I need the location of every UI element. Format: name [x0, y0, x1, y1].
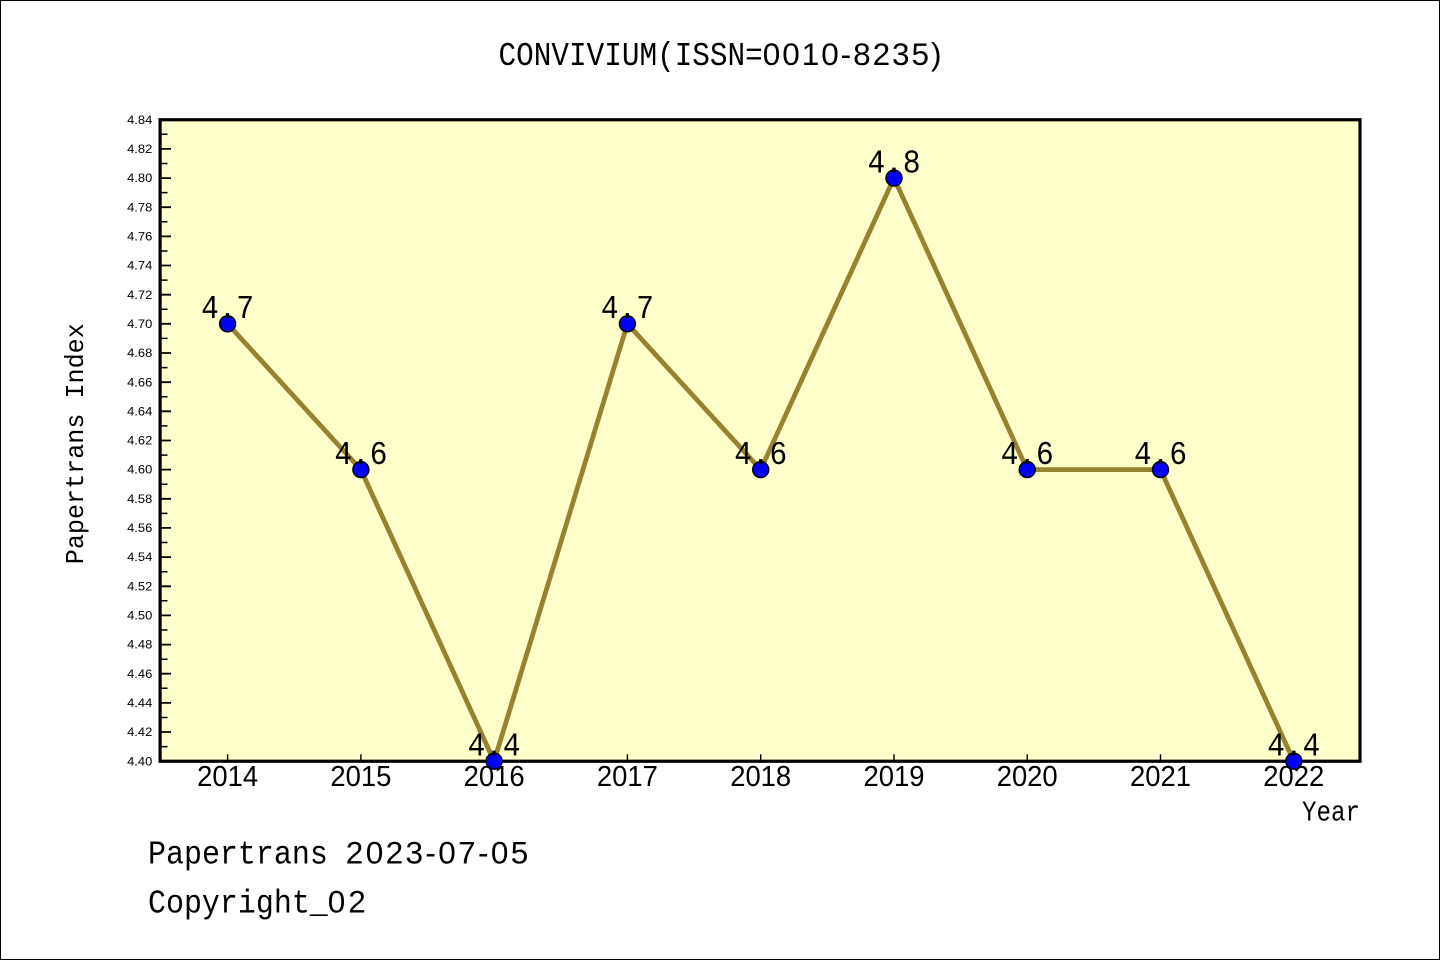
svg-text:4.8: 4.8 — [868, 145, 921, 182]
svg-text:4.56: 4.56 — [127, 522, 152, 535]
svg-text:4.40: 4.40 — [127, 755, 152, 768]
svg-text:Papertrans Index: Papertrans Index — [61, 323, 91, 564]
svg-text:2018: 2018 — [730, 761, 791, 793]
svg-text:4.7: 4.7 — [601, 291, 654, 328]
svg-text:4.46: 4.46 — [127, 668, 152, 681]
svg-text:CONVIVIUM(ISSN=: CONVIVIUM(ISSN= — [499, 38, 763, 75]
svg-text:4.64: 4.64 — [127, 405, 153, 418]
svg-text:4.50: 4.50 — [127, 610, 152, 623]
svg-text:Papertrans: Papertrans — [148, 836, 346, 873]
svg-text:2016: 2016 — [464, 761, 525, 793]
svg-text:4.48: 4.48 — [127, 639, 152, 652]
svg-text:4.68: 4.68 — [127, 347, 152, 360]
svg-text:0010-8235): 0010-8235) — [763, 36, 942, 72]
svg-text:2014: 2014 — [197, 761, 258, 793]
svg-text:4.52: 4.52 — [127, 580, 152, 593]
svg-text:2017: 2017 — [597, 761, 658, 793]
svg-text:2019: 2019 — [864, 761, 925, 793]
svg-text:4.7: 4.7 — [201, 291, 254, 328]
svg-text:4.70: 4.70 — [127, 318, 152, 331]
svg-text:4.6: 4.6 — [1134, 437, 1187, 474]
svg-text:4.42: 4.42 — [127, 726, 152, 739]
svg-text:2021: 2021 — [1130, 761, 1191, 793]
svg-text:4.84: 4.84 — [127, 114, 153, 127]
svg-text:2022: 2022 — [1263, 761, 1324, 793]
svg-text:4.6: 4.6 — [1001, 437, 1054, 474]
svg-text:4.66: 4.66 — [127, 376, 152, 389]
svg-text:Year: Year — [1302, 797, 1360, 830]
svg-text:4.6: 4.6 — [734, 437, 787, 474]
svg-text:4.62: 4.62 — [127, 435, 152, 448]
svg-text:4.44: 4.44 — [127, 697, 153, 710]
svg-text:4.72: 4.72 — [127, 289, 152, 302]
svg-text:4.54: 4.54 — [127, 551, 153, 564]
svg-text:Copyright_: Copyright_ — [148, 886, 328, 923]
svg-text:4.76: 4.76 — [127, 231, 152, 244]
svg-text:2020: 2020 — [997, 761, 1058, 793]
svg-text:4.6: 4.6 — [334, 437, 387, 474]
svg-text:4.4: 4.4 — [468, 728, 521, 765]
svg-text:4.58: 4.58 — [127, 493, 152, 506]
svg-text:4.4: 4.4 — [1267, 728, 1320, 765]
svg-text:4.78: 4.78 — [127, 201, 152, 214]
svg-text:4.82: 4.82 — [127, 143, 152, 156]
svg-text:4.74: 4.74 — [127, 260, 153, 273]
svg-text:2015: 2015 — [330, 761, 391, 793]
svg-text:4.60: 4.60 — [127, 464, 152, 477]
svg-text:4.80: 4.80 — [127, 172, 152, 185]
